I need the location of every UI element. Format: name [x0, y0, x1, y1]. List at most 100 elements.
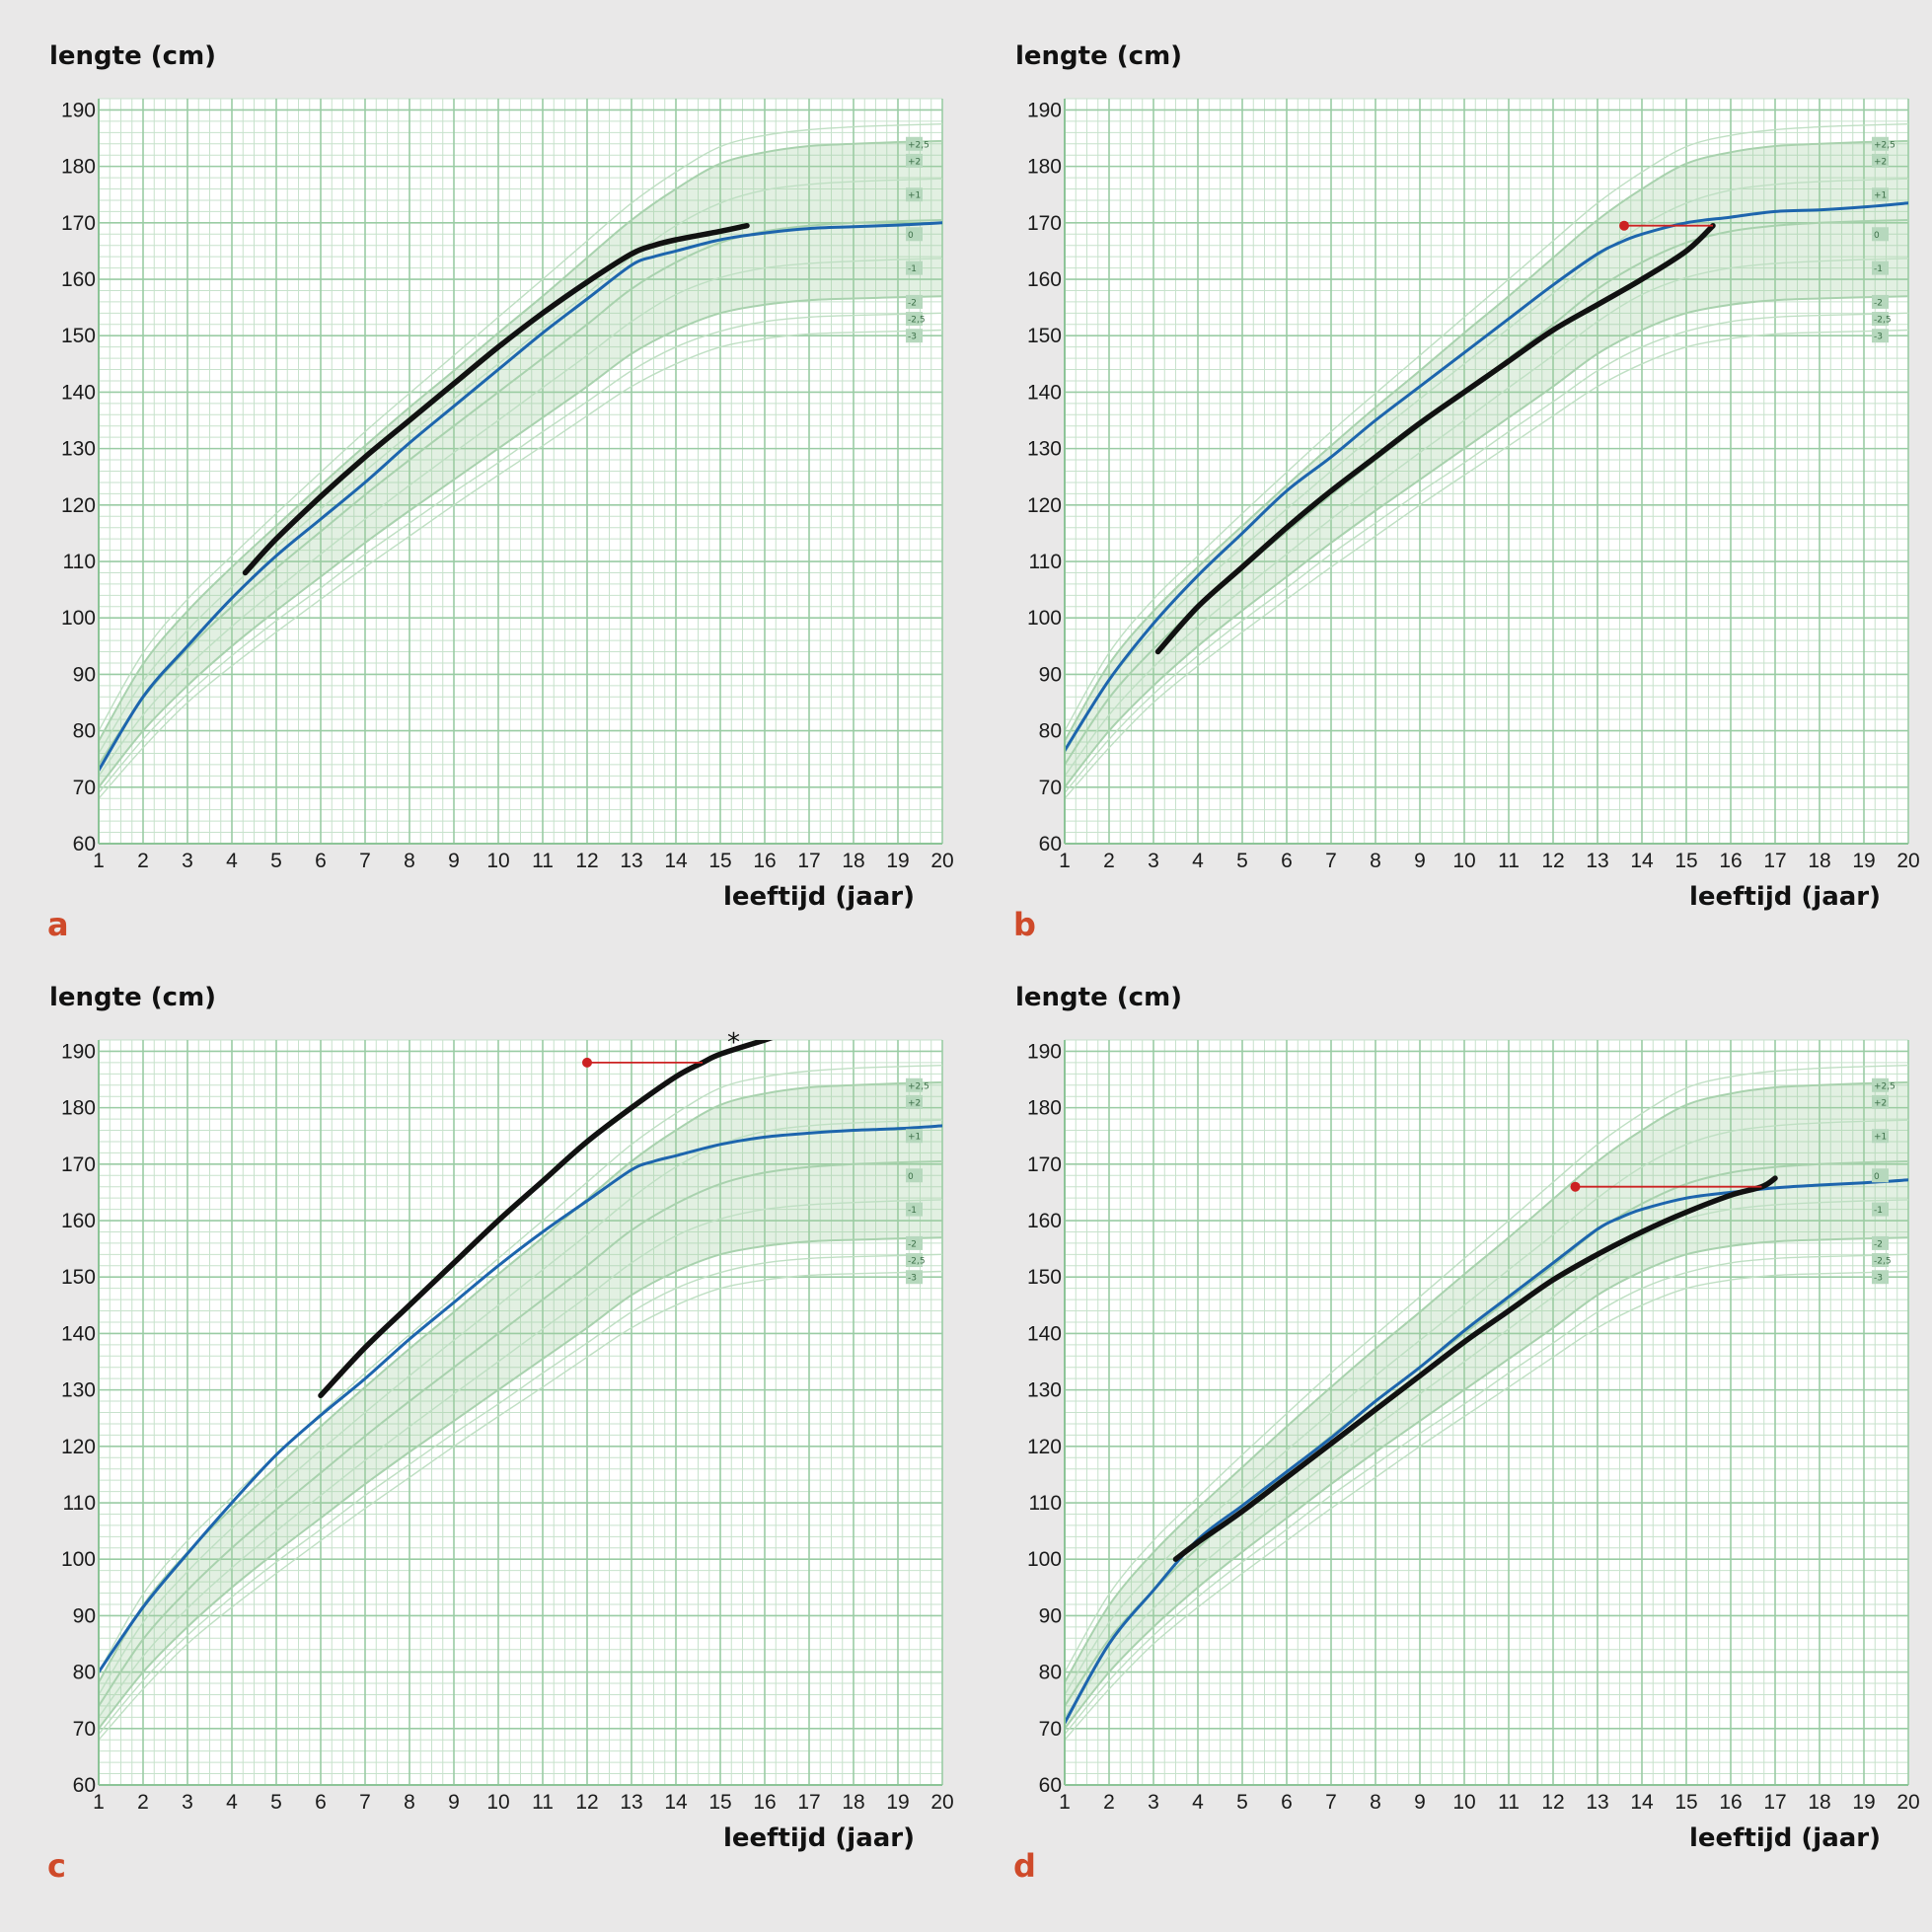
- y-tick-label: 80: [73, 720, 96, 743]
- sd-curve: [99, 1160, 942, 1707]
- sd-label-text: +2,5: [1874, 1081, 1895, 1091]
- x-axis-label: leeftijd (jaar): [723, 882, 915, 912]
- sd-curve: [1065, 1119, 1908, 1695]
- sd-label-tag: [1872, 187, 1889, 202]
- sd-label-text: +1: [1874, 1133, 1887, 1143]
- sd-label-tag: [906, 1094, 923, 1109]
- sd-curve: [99, 1236, 942, 1730]
- x-axis-label: leeftijd (jaar): [723, 1823, 915, 1853]
- y-tick-label: 70: [73, 777, 96, 799]
- sd-label-tag: [906, 227, 923, 242]
- sd-curve: [1065, 312, 1908, 793]
- y-tick-label: 110: [63, 551, 96, 573]
- y-tick-label: 150: [61, 1266, 96, 1289]
- sd-label-text: -1: [1874, 264, 1883, 274]
- y-tick-label: 160: [1027, 268, 1062, 291]
- sd-label-tag: [1872, 1270, 1889, 1285]
- plot-area: [1065, 123, 1908, 799]
- plot-area: [99, 1040, 942, 1741]
- y-tick-label: 120: [1027, 494, 1062, 517]
- sd-label-tag: [1872, 1202, 1889, 1217]
- y-tick-label: 150: [1027, 1266, 1062, 1289]
- x-tick-label: 17: [797, 850, 820, 872]
- x-tick-label: 19: [886, 1791, 909, 1814]
- sd-curve: [1065, 139, 1908, 742]
- sd-label-text: +2,5: [908, 1081, 929, 1091]
- y-tick-label: 110: [1029, 551, 1062, 573]
- x-tick-label: 3: [182, 1791, 193, 1814]
- y-tick-label: 190: [1027, 1040, 1062, 1063]
- sd-labels: +2,5 +2 +1 0 -1 -2 -2,5 -3: [1872, 136, 1895, 343]
- sd-curve: [99, 1119, 942, 1695]
- x-tick-label: 3: [1148, 850, 1159, 872]
- reference-curve: [99, 1124, 942, 1674]
- sd-label-text: -2,5: [1874, 316, 1892, 326]
- sd-label-text: -2,5: [908, 1257, 926, 1267]
- x-tick-label: 8: [404, 850, 415, 872]
- sd-labels: +2,5 +2 +1 0 -1 -2 -2,5 -3: [1872, 1077, 1895, 1285]
- sd-label-tag: [1872, 329, 1889, 343]
- target-height-marker: [1619, 220, 1629, 231]
- panel-letter: a: [47, 906, 69, 943]
- grid: [1064, 1039, 1909, 1786]
- y-axis-label: lengte (cm): [1015, 41, 1183, 71]
- x-tick-label: 18: [842, 1791, 864, 1814]
- plot-area: [1065, 1065, 1908, 1741]
- y-tick-label: 120: [1027, 1436, 1062, 1458]
- sd-label-text: +1: [1874, 191, 1887, 201]
- y-tick-label: 170: [61, 1153, 96, 1176]
- sd-curve: [1065, 1065, 1908, 1672]
- sd-label-tag: [906, 1253, 923, 1268]
- panel-c: * +2,5 +2 +1 0 -1 -2 -2,5 -3 60 70 80 90 100 110 120 130…: [0, 941, 966, 1907]
- sd-label-text: -1: [908, 264, 917, 274]
- sd-label-tag: [1872, 153, 1889, 168]
- y-tick-label: 150: [1027, 325, 1062, 347]
- sd-label-tag: [1872, 1129, 1889, 1144]
- sd-label-tag: [906, 329, 923, 343]
- x-tick-label: 20: [930, 1791, 953, 1814]
- panel-letter: d: [1013, 1847, 1036, 1885]
- x-tick-label: 8: [404, 1791, 415, 1814]
- x-tick-label: 14: [1630, 1791, 1654, 1814]
- x-tick-label: 13: [1586, 850, 1608, 872]
- x-tick-label: 2: [1103, 850, 1115, 872]
- y-tick-label: 120: [61, 1436, 96, 1458]
- sd-label-tag: [1872, 1235, 1889, 1250]
- sd-curve: [99, 329, 942, 799]
- sd-label-tag: [906, 1129, 923, 1144]
- x-tick-label: 6: [1281, 1791, 1293, 1814]
- y-tick-label: 190: [61, 1040, 96, 1063]
- target-height-marker: [1570, 1181, 1581, 1192]
- patient-curve: [318, 1040, 774, 1399]
- sd-label-tag: [906, 153, 923, 168]
- y-tick-label: 100: [1027, 607, 1062, 630]
- x-tick-label: 5: [270, 1791, 282, 1814]
- x-tick-label: 3: [1148, 1791, 1159, 1814]
- sd-label-text: -1: [908, 1206, 917, 1216]
- sd-curve: [99, 1253, 942, 1735]
- x-tick-label: 15: [708, 1791, 731, 1814]
- y-tick-label: 150: [61, 325, 96, 347]
- x-tick-label: 14: [1630, 850, 1654, 872]
- y-axis-label: lengte (cm): [49, 41, 217, 71]
- sd-label-tag: [1872, 1094, 1889, 1109]
- x-tick-label: 17: [1763, 850, 1786, 872]
- x-axis-label: leeftijd (jaar): [1689, 882, 1881, 912]
- sd-band: [1065, 1081, 1908, 1729]
- y-tick-label: 140: [61, 381, 96, 404]
- sd-curve: [99, 312, 942, 793]
- sd-label-tag: [906, 136, 923, 151]
- y-tick-label: 60: [73, 833, 96, 855]
- grid: [1064, 98, 1909, 845]
- sd-label-text: +2: [1874, 157, 1887, 167]
- y-tick-label: 190: [1027, 99, 1062, 121]
- y-tick-label: 90: [73, 663, 96, 686]
- sd-label-tag: [1872, 1077, 1889, 1092]
- chart-svg-d: +2,5+2+10-1-2-2,5-3607080901001101201301…: [1027, 1039, 1920, 1814]
- y-tick-label: 80: [1039, 1662, 1062, 1684]
- x-tick-label: 8: [1370, 850, 1381, 872]
- sd-label-tag: [1872, 136, 1889, 151]
- y-tick-label: 160: [1027, 1210, 1062, 1232]
